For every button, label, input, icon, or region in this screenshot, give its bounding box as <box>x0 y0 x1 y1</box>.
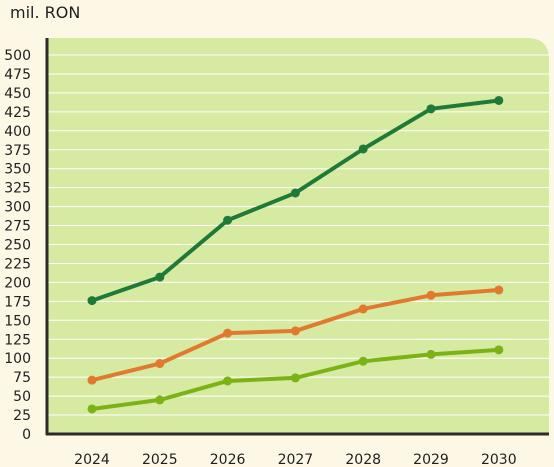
data-point <box>290 326 300 336</box>
x-tick-labels: 2024 2025 2026 2027 2028 2029 2030 <box>74 452 516 467</box>
y-tick-label: 425 <box>4 105 31 121</box>
data-point <box>358 144 368 154</box>
y-tick-label: 350 <box>4 162 31 178</box>
y-tick-label: 50 <box>13 389 31 405</box>
data-point <box>223 328 233 338</box>
x-tick-label: 2029 <box>413 452 449 467</box>
x-tick-label: 2026 <box>210 452 246 467</box>
data-point <box>494 285 504 295</box>
data-point <box>426 290 436 300</box>
data-point <box>494 95 504 105</box>
y-tick-label: 100 <box>4 351 31 367</box>
y-tick-label: 200 <box>4 275 31 291</box>
data-point <box>87 296 97 306</box>
y-tick-labels: 0 25 50 75 100 125 150 175 200 225 250 275 300 325 350… <box>4 48 31 443</box>
y-tick-label: 450 <box>4 86 31 102</box>
y-tick-label: 325 <box>4 181 31 197</box>
x-tick-label: 2030 <box>481 452 517 467</box>
y-tick-label: 375 <box>4 143 31 159</box>
x-tick-label: 2027 <box>278 452 314 467</box>
data-point <box>223 376 233 386</box>
x-tick-label: 2028 <box>345 452 381 467</box>
data-point <box>358 356 368 366</box>
y-tick-label: 275 <box>4 219 31 235</box>
data-point <box>290 188 300 198</box>
data-point <box>155 395 165 405</box>
y-tick-label: 175 <box>4 294 31 310</box>
y-tick-label: 125 <box>4 332 31 348</box>
data-point <box>155 272 165 282</box>
plot-area <box>47 38 549 434</box>
y-tick-label: 400 <box>4 124 31 140</box>
y-tick-label: 475 <box>4 67 31 83</box>
grid-lines <box>47 54 549 416</box>
y-tick-label: 250 <box>4 238 31 254</box>
y-tick-label: 300 <box>4 200 31 216</box>
data-point <box>290 373 300 383</box>
x-tick-label: 2024 <box>74 452 110 467</box>
data-point <box>155 359 165 369</box>
y-tick-label: 225 <box>4 256 31 272</box>
x-tick-label: 2025 <box>142 452 178 467</box>
y-tick-label: 150 <box>4 313 31 329</box>
y-tick-label: 500 <box>4 48 31 64</box>
series-1 <box>87 95 504 306</box>
series-lines <box>87 95 504 414</box>
data-point <box>358 304 368 314</box>
data-point <box>223 215 233 225</box>
y-tick-label: 0 <box>22 427 31 443</box>
data-point <box>87 404 97 414</box>
y-tick-label: 75 <box>13 370 31 386</box>
y-axis-unit-label: mil. RON <box>10 3 80 22</box>
data-point <box>426 349 436 359</box>
series-3 <box>87 345 504 414</box>
y-tick-label: 25 <box>13 408 31 424</box>
data-point <box>87 375 97 385</box>
series-2 <box>87 285 504 385</box>
data-point <box>494 345 504 355</box>
data-point <box>426 104 436 114</box>
